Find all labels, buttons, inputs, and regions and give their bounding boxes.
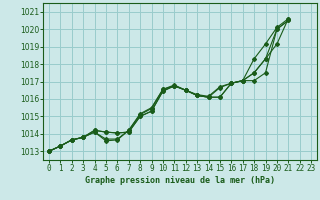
- X-axis label: Graphe pression niveau de la mer (hPa): Graphe pression niveau de la mer (hPa): [85, 176, 275, 185]
